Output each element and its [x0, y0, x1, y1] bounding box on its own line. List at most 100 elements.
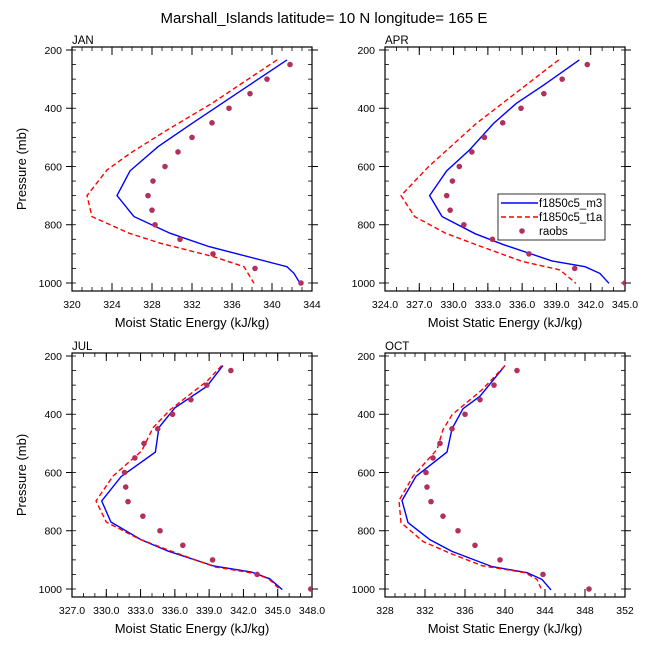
series-line-f1850c5_m3	[116, 59, 301, 284]
legend-box	[497, 193, 606, 241]
raobs-point	[308, 586, 312, 592]
y-tick-label: 200	[357, 45, 375, 57]
raobs-point	[449, 426, 455, 432]
plot-frame	[71, 352, 313, 598]
raobs-point	[491, 382, 497, 388]
raobs-point	[469, 149, 475, 155]
raobs-point	[169, 411, 176, 418]
raobs-point	[447, 207, 453, 213]
x-tick-label: 333.0	[127, 605, 153, 617]
x-tick-label: 339.0	[543, 299, 569, 311]
raobs-point	[584, 61, 591, 68]
panel-jan: 320 324 328 332 336 340 344 200 400 600 800 1000 JAN…	[14, 35, 321, 330]
raobs-point	[154, 426, 161, 432]
raobs-point	[140, 513, 146, 519]
raobs-point	[423, 469, 429, 476]
raobs-point	[541, 90, 547, 97]
y-tick-label: 400	[44, 103, 62, 115]
raobs-point	[559, 76, 565, 82]
x-tick-label: 328	[376, 605, 394, 617]
y-tick-label: 200	[357, 351, 375, 363]
raobs-point	[175, 149, 181, 155]
raobs-point	[254, 571, 260, 578]
raobs-point	[188, 396, 194, 403]
x-tick-label: 348.0	[299, 605, 325, 617]
y-tick-label: 1000	[39, 278, 63, 290]
raobs-point	[586, 586, 592, 592]
series-line-f1850c5_t1a	[400, 59, 577, 284]
panels: 320 324 328 332 336 340 344 200 400 600 800 1000 JAN…	[14, 35, 638, 636]
x-tick-label: 324	[103, 299, 121, 311]
x-tick-label: 344	[303, 299, 321, 311]
x-tick-label: 324.0	[372, 299, 398, 311]
y-tick-label: 400	[44, 409, 62, 421]
legend-label: f1850c5_m3	[539, 198, 602, 210]
x-tick-label: 333.0	[475, 299, 501, 311]
legend-label: f1850c5_t1a	[539, 212, 603, 224]
panel-apr: 324.0 327.0 330.0 333.0 336.0 339.0 342.0 345.0…	[352, 35, 639, 330]
raobs-point	[180, 542, 186, 549]
raobs-point	[209, 120, 215, 126]
y-tick-label: 800	[357, 526, 375, 538]
x-axis-title: Moist Static Energy (kJ/kg)	[428, 315, 583, 330]
raobs-point	[228, 367, 234, 374]
x-tick-label: 344	[536, 605, 554, 617]
raobs-point	[204, 382, 210, 388]
raobs-point	[540, 571, 546, 578]
raobs-point	[150, 178, 156, 184]
series-line-f1850c5_m3	[100, 365, 283, 591]
raobs-point	[440, 513, 446, 519]
raobs-point	[157, 527, 163, 534]
panel-oct: 328 332 336 340 344 348 352 200 400 600 800 1000 OCT…	[352, 341, 634, 636]
y-tick-label: 1000	[352, 584, 376, 596]
y-tick-label: 600	[44, 161, 62, 173]
raobs-point	[149, 207, 155, 213]
raobs-point	[455, 527, 461, 534]
raobs-point	[298, 280, 304, 286]
raobs-point	[209, 557, 216, 563]
raobs-point	[162, 163, 168, 170]
y-tick-label: 1000	[39, 584, 63, 596]
raobs-point	[462, 411, 468, 418]
x-tick-label: 332	[416, 605, 434, 617]
y-tick-label: 200	[44, 45, 62, 57]
y-tick-label: 800	[44, 526, 62, 538]
raobs-point	[497, 557, 503, 563]
raobs-point	[264, 76, 270, 82]
panel-label: JUL	[72, 341, 93, 353]
x-tick-label: 340	[496, 605, 514, 617]
raobs-point	[518, 105, 524, 112]
y-tick-label: 400	[357, 409, 375, 421]
raobs-point	[481, 134, 488, 141]
raobs-point	[125, 498, 131, 505]
x-tick-label: 340	[263, 299, 281, 311]
series-group	[95, 365, 312, 592]
series-line-f1850c5_m3	[428, 59, 610, 284]
x-tick-label: 330.0	[93, 605, 119, 617]
panel-label: OCT	[385, 341, 409, 353]
x-tick-label: 328	[143, 299, 161, 311]
x-tick-label: 345.0	[612, 299, 638, 311]
raobs-point	[477, 396, 483, 403]
x-tick-label: 352	[616, 605, 634, 617]
x-tick-label: 348	[576, 605, 594, 617]
raobs-point	[449, 178, 456, 184]
plot-frame	[384, 46, 626, 292]
y-tick-label: 600	[44, 467, 62, 479]
x-tick-label: 336.0	[509, 299, 535, 311]
raobs-point	[489, 236, 496, 243]
x-tick-label: 336.0	[162, 605, 188, 617]
x-tick-label: 336	[223, 299, 241, 311]
raobs-point	[189, 134, 195, 141]
raobs-point	[424, 484, 430, 490]
series-group	[398, 365, 592, 592]
series-line-f1850c5_t1a	[398, 365, 542, 589]
series-line-f1850c5_t1a	[86, 59, 278, 284]
y-tick-label: 400	[357, 103, 375, 115]
raobs-point	[210, 251, 216, 257]
x-tick-label: 345.0	[265, 605, 291, 617]
raobs-point	[430, 455, 436, 461]
y-tick-label: 600	[357, 161, 375, 173]
raobs-point	[132, 455, 138, 461]
